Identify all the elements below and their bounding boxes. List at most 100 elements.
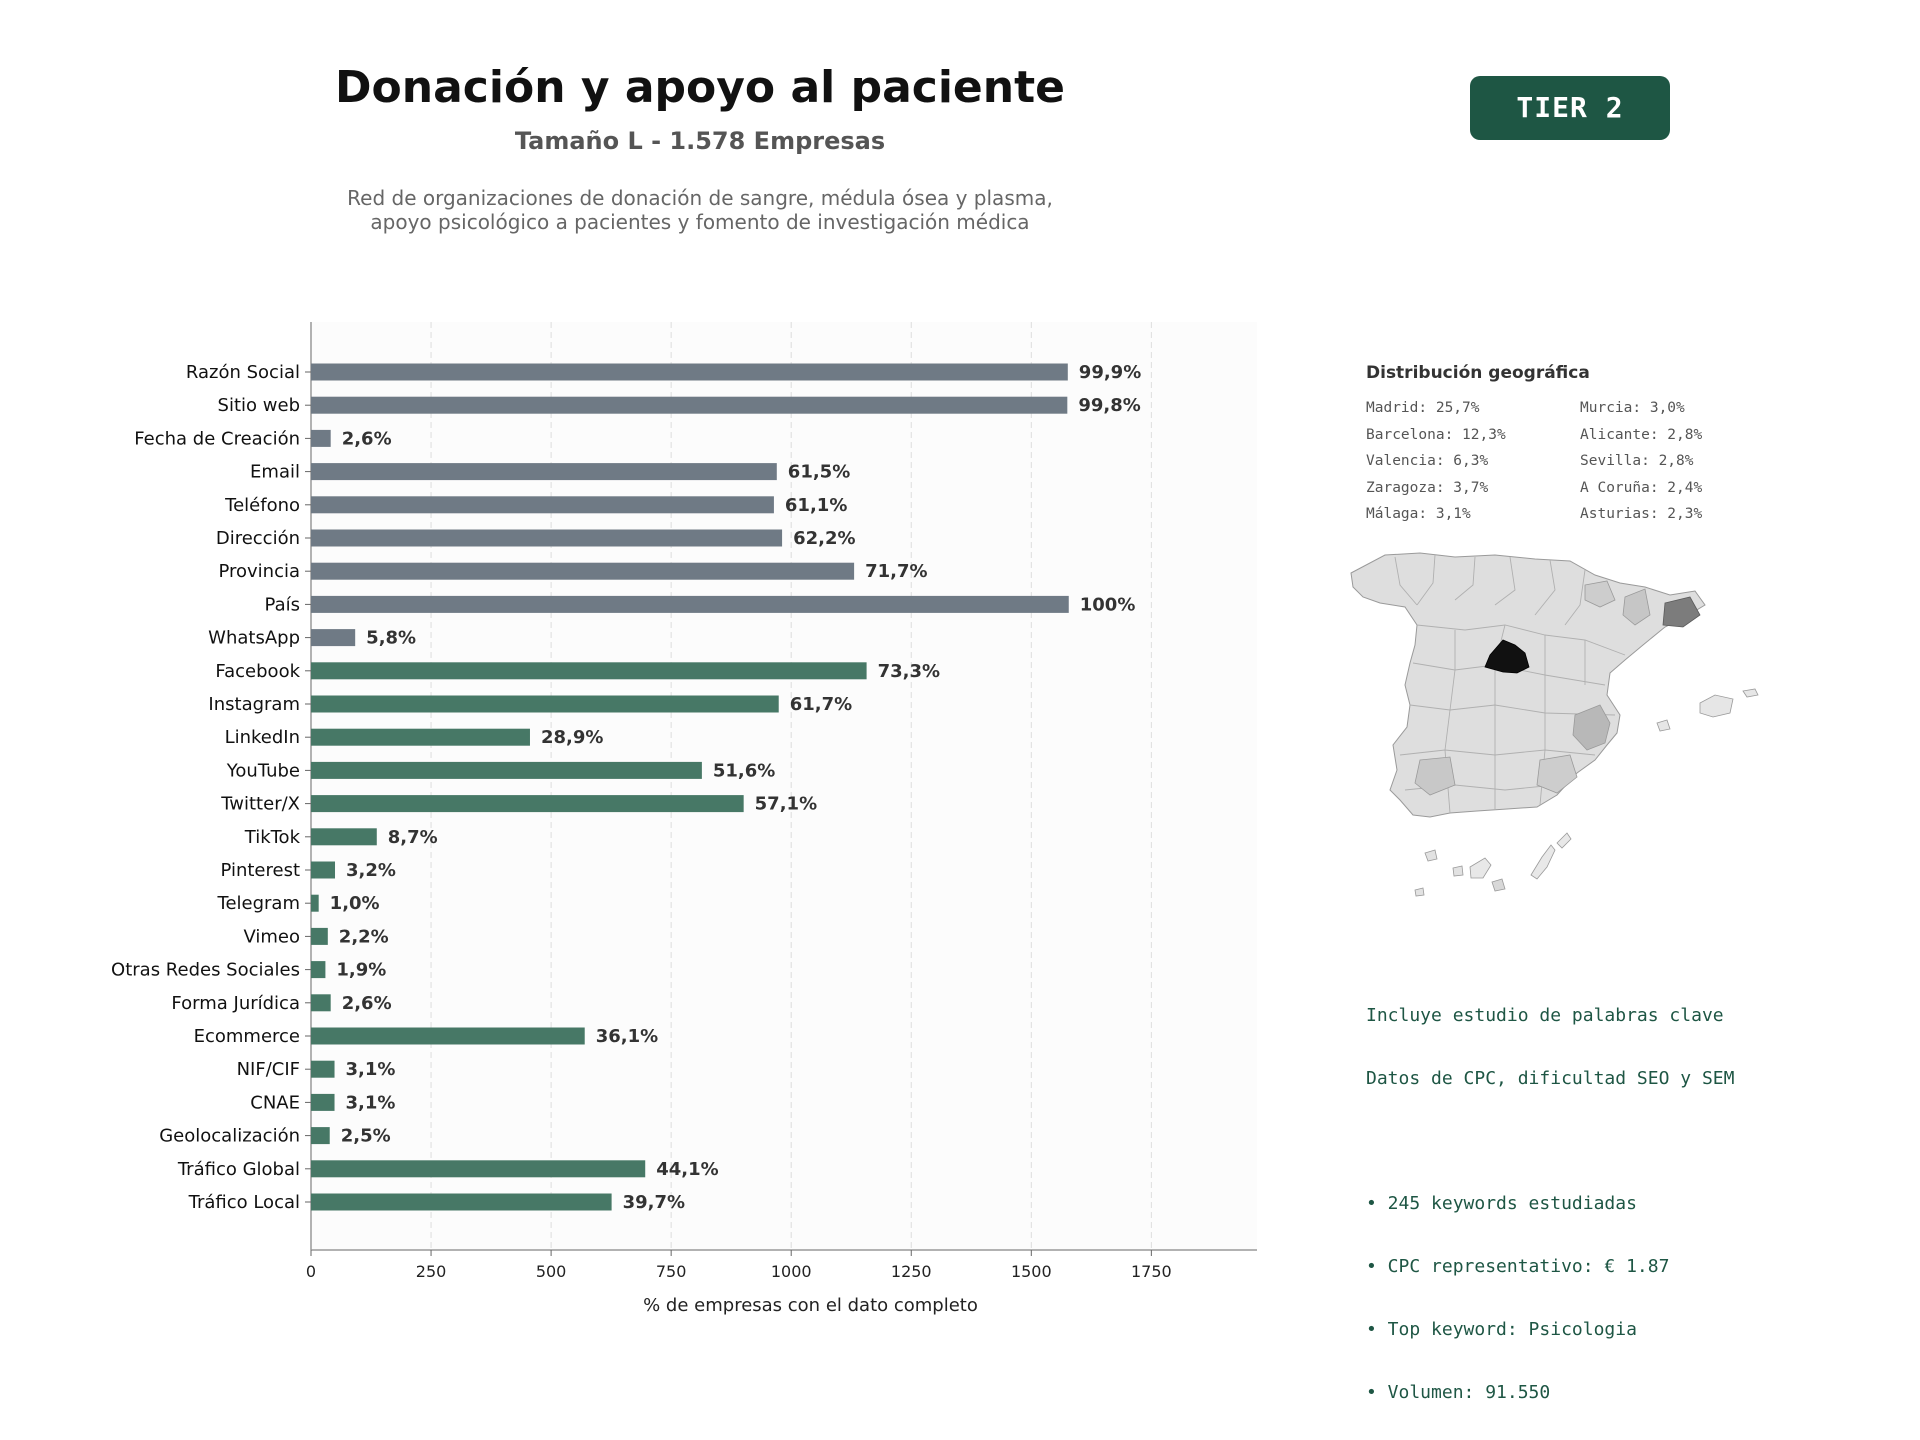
bar	[311, 861, 336, 879]
bar	[311, 894, 319, 912]
x-tick-label: 1000	[771, 1262, 812, 1281]
tier-badge: TIER 2	[1470, 76, 1670, 140]
data-label: 51,6%	[713, 760, 775, 781]
data-label: 1,9%	[336, 960, 386, 981]
data-label: 99,8%	[1078, 395, 1140, 416]
category-label: LinkedIn	[225, 727, 300, 748]
x-axis-title: % de empresas con el dato completo	[643, 1295, 978, 1316]
bar	[311, 927, 328, 945]
map-canary-6	[1556, 832, 1572, 849]
bar	[311, 429, 331, 447]
map-canary-2	[1452, 865, 1464, 877]
category-label: Provincia	[218, 561, 300, 582]
data-label: 36,1%	[596, 1026, 658, 1047]
category-label: Instagram	[208, 694, 300, 715]
category-label: Twitter/X	[220, 794, 300, 815]
category-label: Tráfico Global	[177, 1159, 300, 1180]
category-label: Facebook	[215, 661, 300, 682]
category-label: Teléfono	[224, 495, 300, 516]
keyword-bullet-2: • CPC representativo: € 1.87	[1366, 1256, 1670, 1277]
data-label: 2,6%	[342, 993, 392, 1014]
keyword-line-2: Datos de CPC, dificultad SEO y SEM	[1366, 1068, 1735, 1089]
keyword-bullet-1: • 245 keywords estudiadas	[1366, 1193, 1637, 1214]
data-label: 2,5%	[341, 1126, 391, 1147]
data-label: 61,1%	[785, 495, 847, 516]
category-label: Pinterest	[220, 860, 300, 881]
map-balearic-mallorca	[1699, 694, 1734, 718]
geo-item: Sevilla: 2,8%	[1580, 453, 1694, 469]
map-region-valencia	[1572, 704, 1611, 751]
x-tick-label: 500	[536, 1262, 567, 1281]
category-label: Tráfico Local	[188, 1192, 300, 1213]
category-label: Sitio web	[218, 395, 300, 416]
category-label: Ecommerce	[194, 1026, 300, 1047]
map-balearic-ibiza	[1656, 719, 1671, 732]
spain-map	[1350, 552, 1759, 897]
category-label: NIF/CIF	[237, 1059, 300, 1080]
map-region-murcia	[1536, 754, 1578, 794]
map-province-borders	[1394, 554, 1626, 814]
map-canary-7	[1414, 887, 1425, 897]
x-tick-label: 1500	[1011, 1262, 1052, 1281]
geo-item: Alicante: 2,8%	[1580, 426, 1703, 443]
bar	[311, 629, 356, 647]
geo-item: Barcelona: 12,3%	[1366, 426, 1506, 443]
bar	[311, 695, 779, 713]
data-label: 71,7%	[865, 561, 927, 582]
data-label: 5,8%	[366, 628, 416, 649]
geo-list-right: Murcia: 3,0% Alicante: 2,8% Sevilla: 2,8…	[1580, 400, 1702, 533]
bar	[311, 1160, 646, 1178]
data-label: 2,6%	[342, 428, 392, 449]
data-label: 2,2%	[339, 926, 389, 947]
geo-item: Valencia: 6,3%	[1366, 453, 1489, 469]
map-balearic-menorca	[1742, 688, 1759, 698]
geo-item: A Coruña: 2,4%	[1580, 479, 1703, 496]
category-label: TikTok	[244, 827, 301, 848]
bar	[311, 828, 377, 846]
bar	[311, 961, 326, 979]
geo-item: Málaga: 3,1%	[1366, 506, 1471, 522]
category-label: Otras Redes Sociales	[111, 960, 300, 981]
x-tick-label: 1750	[1131, 1262, 1172, 1281]
category-label: Razón Social	[186, 362, 300, 383]
data-label: 8,7%	[388, 827, 438, 848]
map-canary-1	[1424, 849, 1438, 862]
bar	[311, 728, 530, 746]
bar	[311, 1193, 612, 1211]
x-tick-label: 750	[656, 1262, 687, 1281]
category-label: Email	[250, 462, 300, 483]
bar	[311, 761, 702, 779]
bar	[311, 562, 855, 580]
data-label: 3,2%	[346, 860, 396, 881]
bar-chart: 0 250 500 750 1000 1250 1500 1750 % de empresas …	[111, 322, 1257, 1316]
bar	[311, 1060, 335, 1078]
bar	[311, 595, 1069, 613]
data-label: 100%	[1080, 594, 1136, 615]
map-region-barcelona	[1662, 596, 1701, 628]
bar	[311, 1093, 335, 1111]
x-tick-label: 0	[306, 1262, 316, 1281]
data-label: 99,9%	[1079, 362, 1141, 383]
map-region-madrid	[1484, 639, 1530, 674]
category-label: Telegram	[217, 893, 300, 914]
bar	[311, 795, 744, 813]
data-label: 3,1%	[346, 1059, 396, 1080]
bar	[311, 994, 331, 1012]
data-label: 73,3%	[878, 661, 940, 682]
page-title: Donación y apoyo al paciente	[335, 62, 1065, 113]
bar	[311, 1127, 330, 1145]
data-label: 61,7%	[790, 694, 852, 715]
category-label: Forma Jurídica	[171, 993, 300, 1014]
bar	[311, 496, 774, 514]
category-label: Geolocalización	[159, 1126, 300, 1147]
x-tick-label: 1250	[891, 1262, 932, 1281]
category-label: CNAE	[250, 1092, 300, 1113]
keyword-bullet-4: • Volumen: 91.550	[1366, 1382, 1551, 1403]
bar	[311, 463, 777, 481]
geo-item: Murcia: 3,0%	[1580, 400, 1685, 416]
description-line-1: Red de organizaciones de donación de san…	[347, 186, 1053, 210]
category-label: YouTube	[226, 760, 300, 781]
geo-list-left: Madrid: 25,7% Barcelona: 12,3% Valencia:…	[1366, 400, 1506, 533]
data-label: 39,7%	[623, 1192, 685, 1213]
bar	[311, 662, 867, 680]
